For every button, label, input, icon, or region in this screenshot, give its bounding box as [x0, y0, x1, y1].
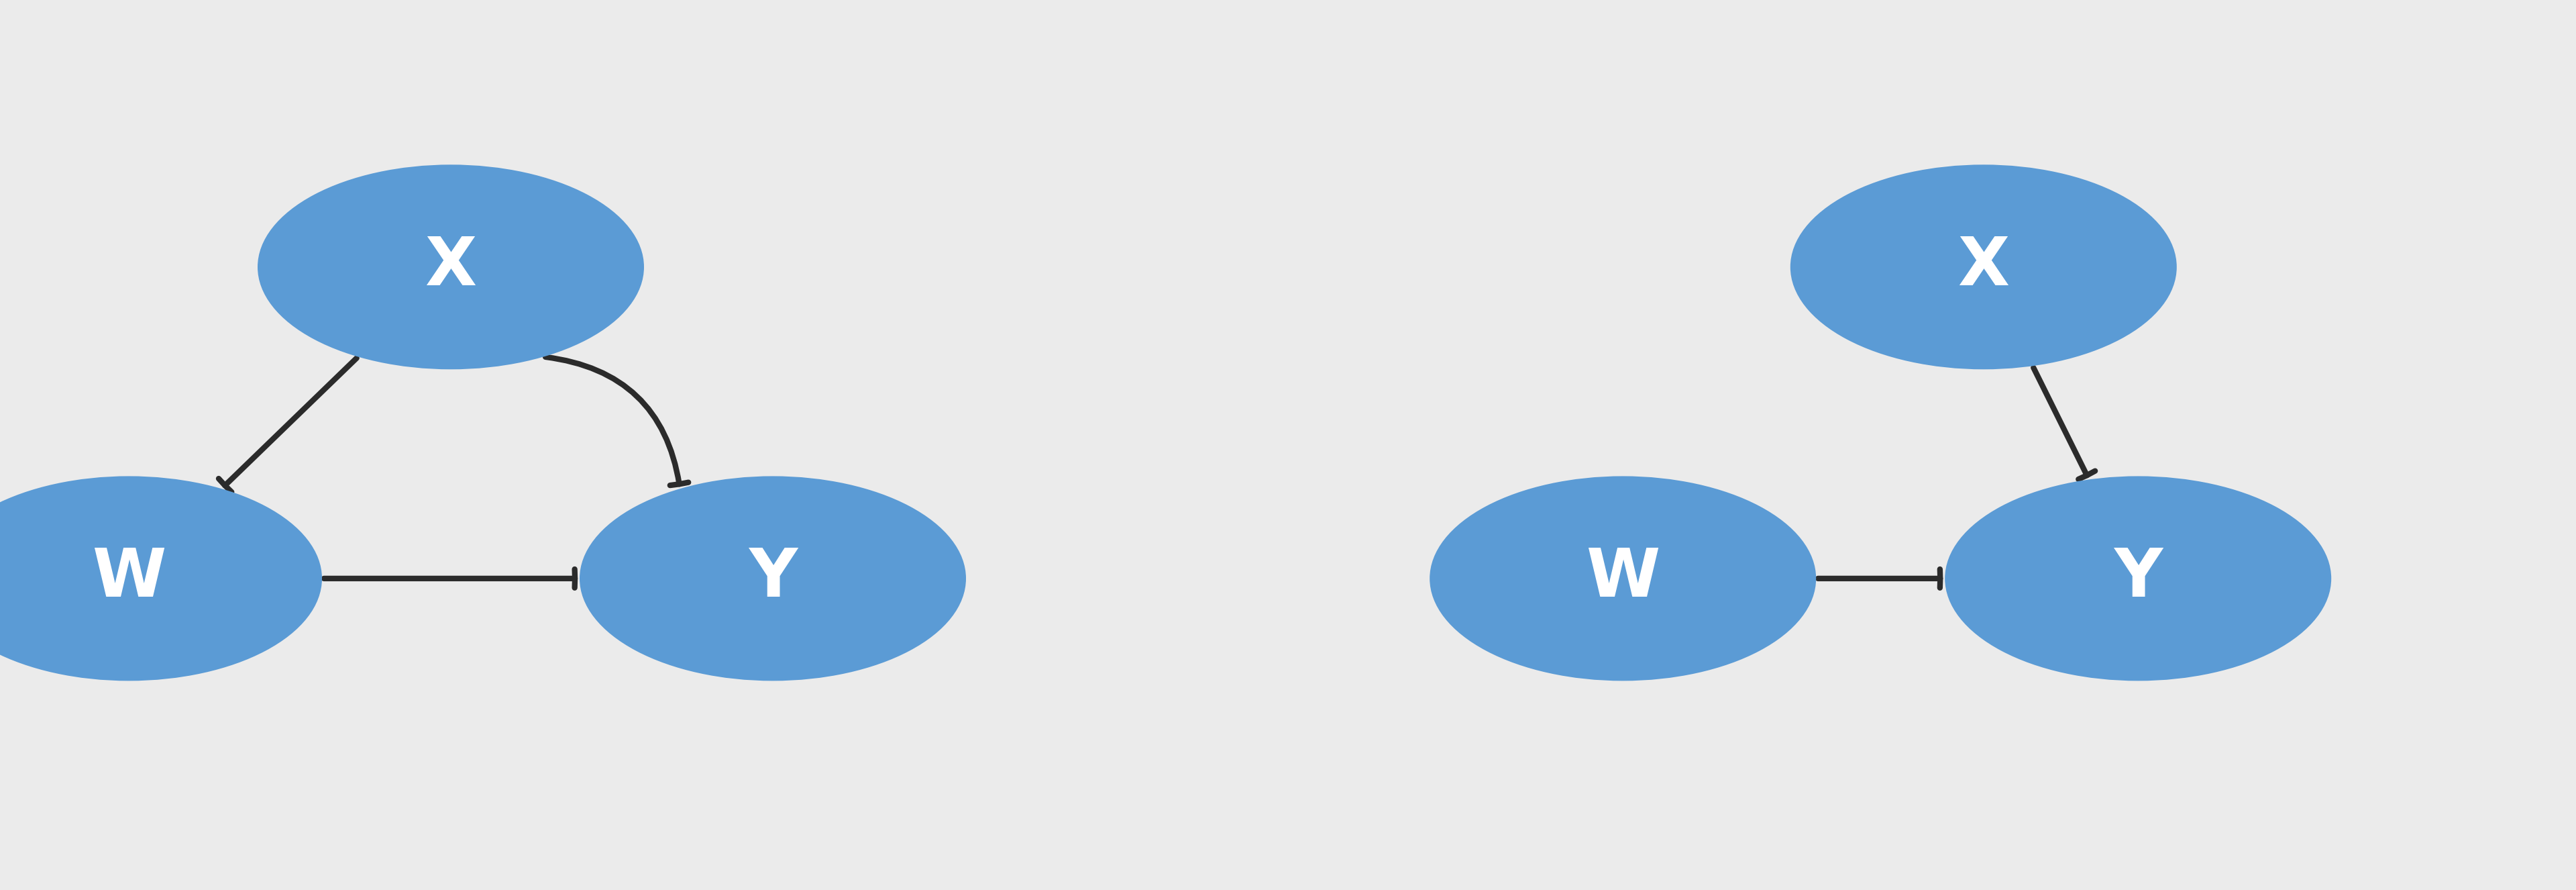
Text: W: W: [1587, 546, 1659, 611]
Text: Y: Y: [2115, 546, 2161, 611]
Ellipse shape: [1945, 476, 2331, 681]
Text: X: X: [425, 234, 477, 300]
Ellipse shape: [258, 165, 644, 369]
Ellipse shape: [1790, 165, 2177, 369]
Text: X: X: [1958, 234, 2009, 300]
Ellipse shape: [580, 476, 966, 681]
Text: Y: Y: [750, 546, 796, 611]
Ellipse shape: [1430, 476, 1816, 681]
Ellipse shape: [0, 476, 322, 681]
Text: W: W: [93, 546, 165, 611]
